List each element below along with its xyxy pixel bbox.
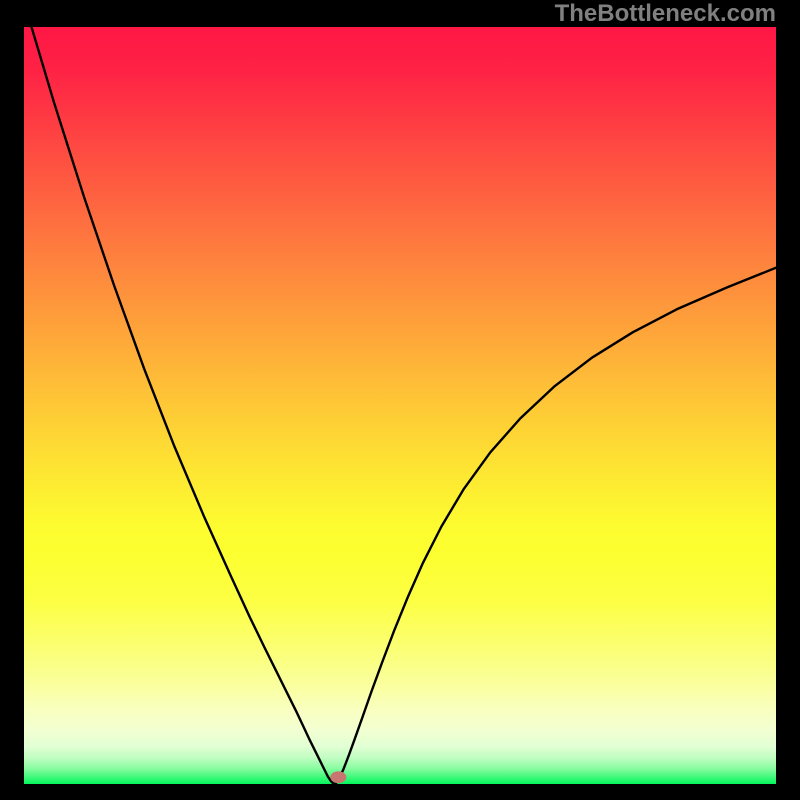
plot-area xyxy=(24,27,776,784)
watermark-text: TheBottleneck.com xyxy=(555,0,776,28)
chart-frame xyxy=(0,0,24,800)
chart-frame xyxy=(776,0,800,800)
optimum-marker xyxy=(330,771,346,783)
bottleneck-curve xyxy=(24,27,776,784)
chart-frame xyxy=(0,784,800,800)
